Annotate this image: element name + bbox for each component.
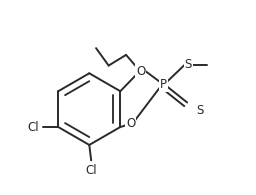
Text: S: S xyxy=(184,58,192,71)
Text: O: O xyxy=(136,65,145,78)
Text: O: O xyxy=(126,117,136,130)
Text: P: P xyxy=(160,78,167,91)
Text: S: S xyxy=(196,104,203,117)
Text: Cl: Cl xyxy=(86,164,97,177)
Text: Cl: Cl xyxy=(27,121,39,134)
